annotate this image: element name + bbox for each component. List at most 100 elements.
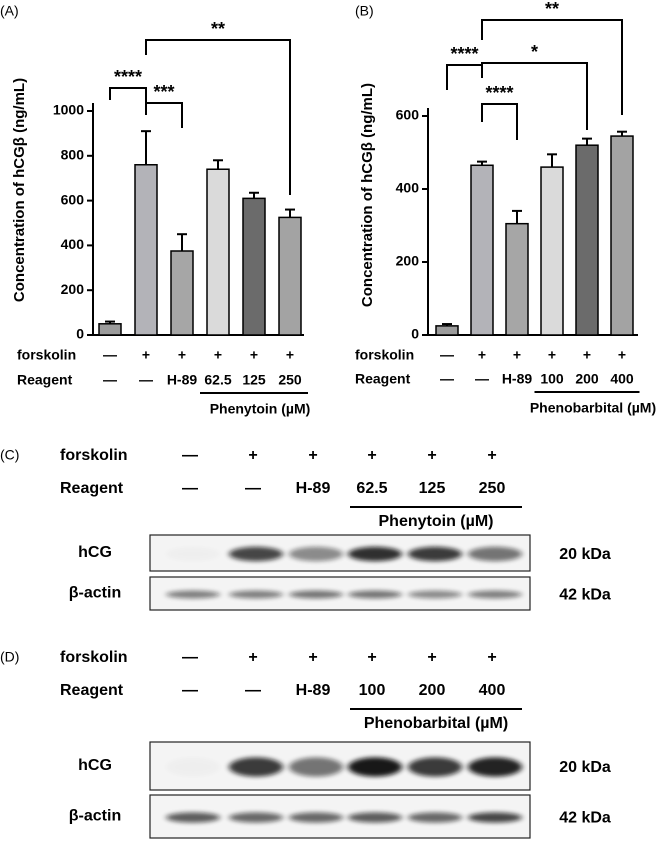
significance-label: *** <box>153 82 174 102</box>
row-value: 62.5 <box>356 480 387 497</box>
row-value: + <box>513 347 521 363</box>
row-value: — <box>182 447 198 464</box>
bar <box>505 222 529 336</box>
blot-band <box>348 812 402 823</box>
blot-band <box>229 812 283 823</box>
significance-bracket <box>145 102 183 128</box>
blot-band <box>408 757 462 777</box>
y-tick-label: 0 <box>411 326 419 342</box>
blot-band <box>166 590 220 599</box>
band-size: 20 kDa <box>559 759 611 776</box>
row-value: H-89 <box>502 371 533 387</box>
significance-bracket <box>481 19 623 115</box>
row-value: H-89 <box>167 372 198 388</box>
row-value: 250 <box>278 372 302 388</box>
row-value: + <box>548 347 556 363</box>
row-value: 200 <box>575 371 599 387</box>
row-value: + <box>487 649 496 666</box>
row-value: + <box>248 649 257 666</box>
blot-band <box>229 546 283 562</box>
row-value: + <box>427 447 436 464</box>
row-value: — <box>139 372 153 388</box>
panel-label: (A) <box>0 3 19 19</box>
blot-band <box>166 812 220 823</box>
blot-band <box>229 757 283 777</box>
row-value: + <box>248 447 257 464</box>
row-value: + <box>478 347 486 363</box>
blot-band <box>289 757 343 777</box>
blot-band <box>468 546 522 562</box>
row-value: + <box>250 347 258 363</box>
row-label: Reagent <box>60 480 124 497</box>
band-size: 42 kDa <box>559 810 611 827</box>
blot-band <box>468 757 522 777</box>
group-label: Phenytoin (µM) <box>379 513 494 530</box>
blot-band <box>408 590 462 599</box>
row-value: + <box>427 649 436 666</box>
row-value: 100 <box>540 371 564 387</box>
band-size: 20 kDa <box>559 546 611 563</box>
y-axis-label: Concentration of hCGβ (ng/mL) <box>11 78 28 302</box>
group-label: Phenobarbital (µM) <box>530 400 656 416</box>
row-value: + <box>487 447 496 464</box>
group-label: Phenobarbital (µM) <box>364 715 508 732</box>
row-label: Reagent <box>355 371 411 387</box>
band-label: hCG <box>78 544 112 561</box>
row-value: — <box>245 682 261 699</box>
row-label: Reagent <box>60 682 124 699</box>
panel-label: (B) <box>355 3 374 19</box>
row-value: — <box>440 347 454 363</box>
significance-label: ** <box>545 0 559 19</box>
row-label: forskolin <box>17 347 76 363</box>
row-value: — <box>182 480 198 497</box>
significance-bracket <box>109 87 147 103</box>
row-value: — <box>475 371 489 387</box>
bar <box>470 164 494 336</box>
row-label: Reagent <box>17 372 73 388</box>
blot-band <box>348 590 402 599</box>
row-value: — <box>182 649 198 666</box>
blot-band <box>229 590 283 599</box>
row-value: 400 <box>479 682 506 699</box>
row-value: + <box>178 347 186 363</box>
bar <box>242 197 266 336</box>
significance-label: **** <box>485 83 513 103</box>
bar <box>206 168 230 336</box>
y-tick-label: 600 <box>61 191 85 207</box>
row-value: — <box>440 371 454 387</box>
panel-label: (D) <box>0 649 19 665</box>
y-tick-label: 400 <box>61 236 85 252</box>
y-axis-label: Concentration of hCGβ (ng/mL) <box>359 83 376 307</box>
band-label: β-actin <box>69 585 121 602</box>
significance-label: * <box>531 42 538 62</box>
row-label: forskolin <box>60 649 128 666</box>
row-value: — <box>103 372 117 388</box>
bar <box>575 144 599 336</box>
significance-label: **** <box>450 44 478 64</box>
bar <box>134 164 158 336</box>
blot-band <box>348 757 402 777</box>
row-value: 250 <box>479 480 506 497</box>
blot-band <box>468 590 522 599</box>
blot-band <box>348 546 402 562</box>
row-value: — <box>103 347 117 363</box>
bar <box>170 250 194 336</box>
y-tick-label: 400 <box>396 180 420 196</box>
group-label: Phenytoin (µM) <box>210 401 311 417</box>
bar <box>540 166 564 336</box>
row-value: + <box>367 649 376 666</box>
bar <box>610 135 634 336</box>
blot-band <box>468 812 522 823</box>
row-value: + <box>308 447 317 464</box>
band-size: 42 kDa <box>559 587 611 604</box>
significance-label: **** <box>114 67 142 87</box>
bar <box>435 325 459 336</box>
bar <box>98 323 122 336</box>
row-label: forskolin <box>355 347 414 363</box>
row-value: 62.5 <box>204 372 231 388</box>
y-tick-label: 0 <box>76 326 84 342</box>
blot-band <box>166 757 220 776</box>
row-value: + <box>286 347 294 363</box>
row-value: H-89 <box>296 682 331 699</box>
